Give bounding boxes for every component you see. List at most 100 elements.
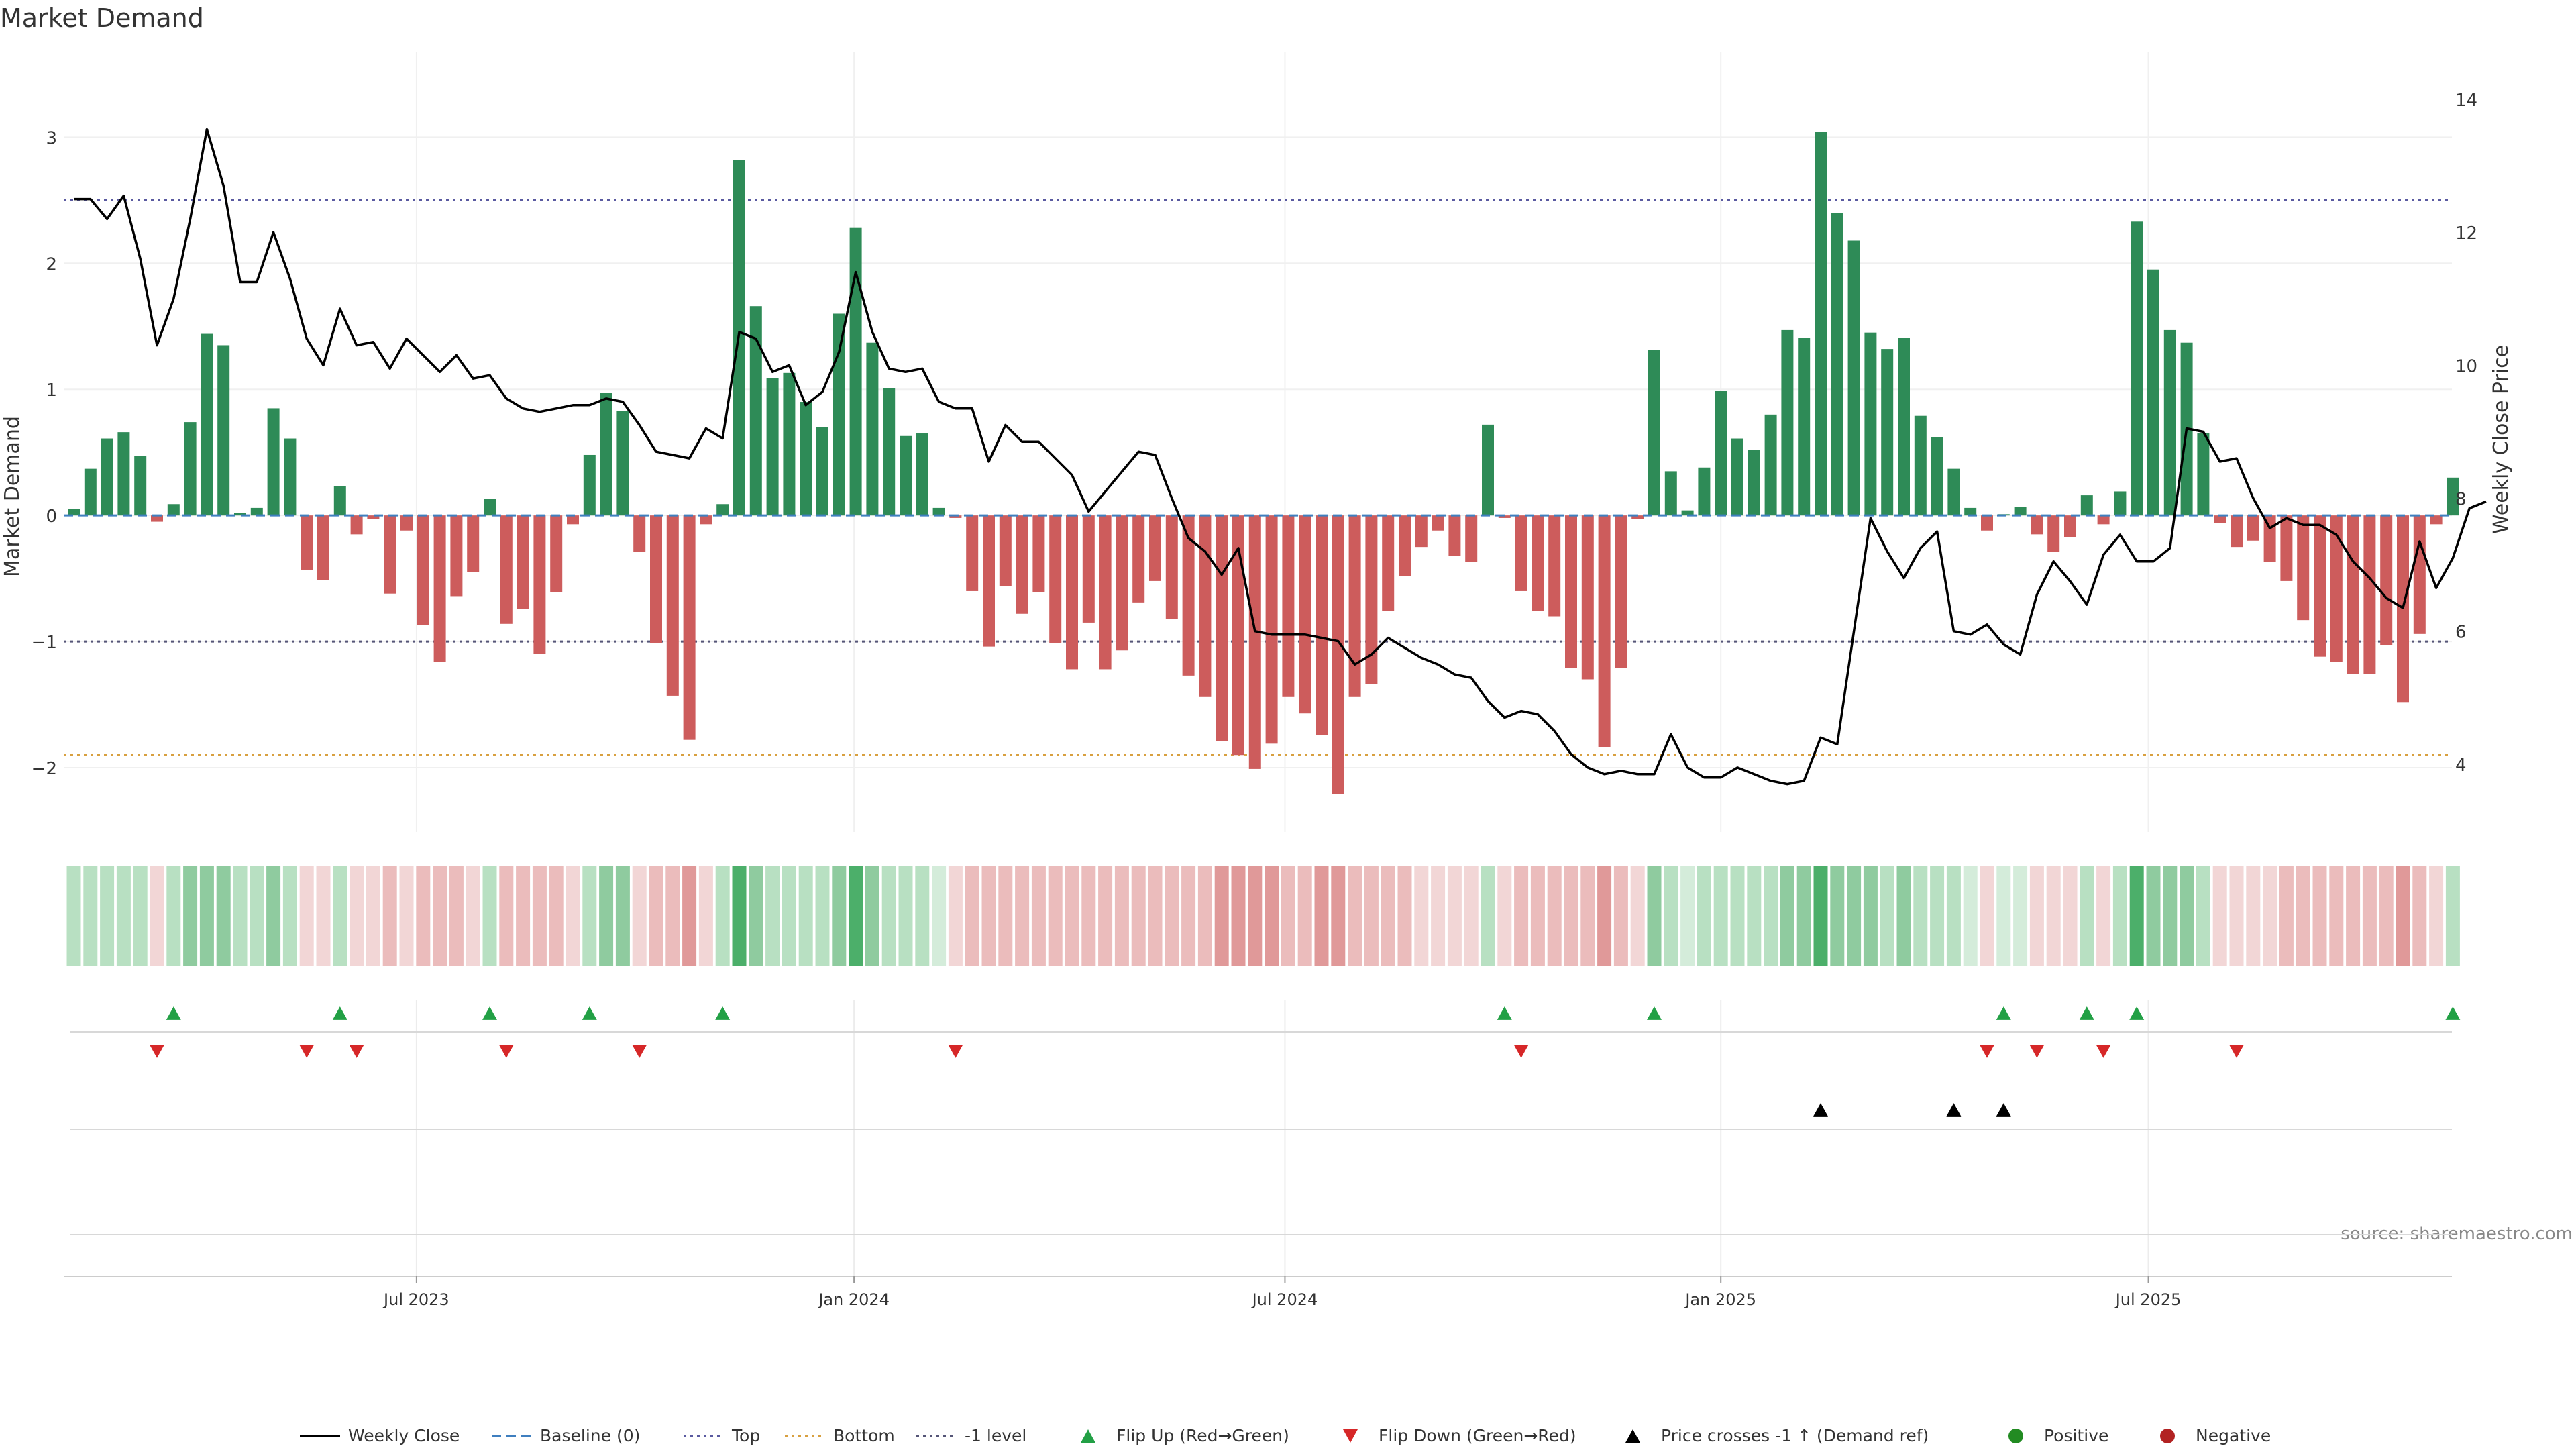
demand-bar [201, 333, 213, 516]
demand-band-cell [1514, 866, 1529, 966]
demand-bar [916, 433, 928, 516]
demand-band-cell [2129, 866, 2144, 966]
demand-bar [1465, 515, 1478, 562]
demand-band-cell [698, 866, 713, 966]
demand-bar [1498, 515, 1511, 518]
demand-band-cell [1148, 866, 1163, 966]
demand-band-cell [798, 866, 813, 966]
demand-bar [2413, 515, 2426, 634]
demand-band-cell [1248, 866, 1263, 966]
demand-bar [417, 515, 429, 625]
demand-band-cell [599, 866, 614, 966]
demand-bar [1598, 515, 1611, 747]
demand-bar [1332, 515, 1344, 794]
demand-band-cell [1231, 866, 1246, 966]
y-tick-label-left: 3 [46, 128, 57, 148]
demand-band-cell [1913, 866, 1928, 966]
demand-bar [1914, 415, 1927, 516]
flip-down-marker [948, 1045, 963, 1058]
legend-item: Weekly Close [300, 1426, 460, 1445]
demand-bar [1316, 515, 1328, 735]
demand-band-cell [915, 866, 930, 966]
demand-bar [1032, 515, 1045, 592]
demand-bar [384, 515, 396, 594]
y-tick-label-right: 6 [2455, 623, 2467, 643]
demand-band-cell [1265, 866, 1279, 966]
flip-up-marker [2445, 1006, 2461, 1020]
demand-band-cell [1880, 866, 1894, 966]
demand-bar [2080, 495, 2093, 516]
demand-band-cell [2362, 866, 2377, 966]
legend-label: -1 level [965, 1426, 1026, 1445]
legend-item: Negative [2160, 1426, 2271, 1445]
flip-up-marker [2129, 1006, 2145, 1020]
demand-band-cell [1830, 866, 1845, 966]
demand-band-cell [1364, 866, 1379, 966]
demand-band-cell [233, 866, 248, 966]
demand-bar [1082, 515, 1095, 623]
demand-bar [1864, 332, 1877, 516]
demand-band-cell [765, 866, 780, 966]
demand-band-cell [1165, 866, 1179, 966]
flip-down-marker [1513, 1045, 1529, 1058]
demand-band-cell [1664, 866, 1678, 966]
demand-band-cell [1697, 866, 1711, 966]
flip-up-marker [715, 1006, 731, 1020]
legend-item: Price crosses -1 ↑ (Demand ref) [1625, 1426, 1929, 1445]
flip-down-marker [2029, 1045, 2045, 1058]
legend-swatch-dot [2160, 1429, 2175, 1443]
demand-bar [2147, 269, 2159, 516]
demand-bar [2280, 515, 2293, 581]
y-tick-label-right: 14 [2455, 91, 2477, 111]
demand-bar [2131, 221, 2143, 516]
demand-band-cell [1197, 866, 1212, 966]
demand-bar [1165, 515, 1178, 619]
demand-bar [900, 435, 912, 516]
demand-band-cell [2029, 866, 2044, 966]
demand-band-cell [2445, 866, 2460, 966]
demand-band-cell [2212, 866, 2227, 966]
demand-band-cell [116, 866, 131, 966]
flip-down-marker [632, 1045, 647, 1058]
demand-bar [1698, 467, 1711, 516]
demand-band-cell [1381, 866, 1395, 966]
y-tick-label-left: 0 [46, 507, 57, 527]
demand-bar [1099, 515, 1112, 670]
demand-band-cell [1048, 866, 1063, 966]
y-axis-label-left: Market Demand [1, 416, 24, 577]
demand-band-cell [366, 866, 380, 966]
demand-band-cell [832, 866, 847, 966]
demand-bar [1847, 240, 1860, 516]
demand-band-cell [2412, 866, 2427, 966]
demand-band-cell [2080, 866, 2094, 966]
demand-band-cell [849, 866, 863, 966]
demand-bar [267, 408, 280, 516]
demand-bar [2231, 515, 2243, 548]
demand-bar [84, 468, 97, 516]
demand-bar [1232, 515, 1244, 756]
flip-down-marker [2096, 1045, 2111, 1058]
demand-band-cell [1331, 866, 1346, 966]
demand-bar [1931, 437, 1943, 516]
legend-label: Flip Up (Red→Green) [1116, 1426, 1289, 1445]
demand-bar [866, 342, 879, 516]
demand-bar [666, 515, 679, 696]
demand-band-cell [2146, 866, 2161, 966]
legend-item: Flip Up (Red→Green) [1081, 1426, 1289, 1445]
demand-bar [1348, 515, 1361, 697]
demand-bar [999, 515, 1012, 586]
demand-band-cell [199, 866, 214, 966]
demand-bar [400, 515, 413, 531]
flip-down-marker [1980, 1045, 1994, 1058]
demand-bar [433, 515, 446, 662]
demand-band-cell [416, 866, 431, 966]
legend-label: Positive [2044, 1426, 2108, 1445]
demand-band-cell [1597, 866, 1612, 966]
demand-band-cell [66, 866, 81, 966]
demand-bar [1282, 515, 1295, 697]
y-tick-label-right: 12 [2455, 223, 2477, 244]
demand-bar [583, 454, 596, 516]
demand-band-cell [1647, 866, 1662, 966]
demand-bar [2380, 515, 2393, 645]
demand-bar [1664, 471, 1677, 516]
